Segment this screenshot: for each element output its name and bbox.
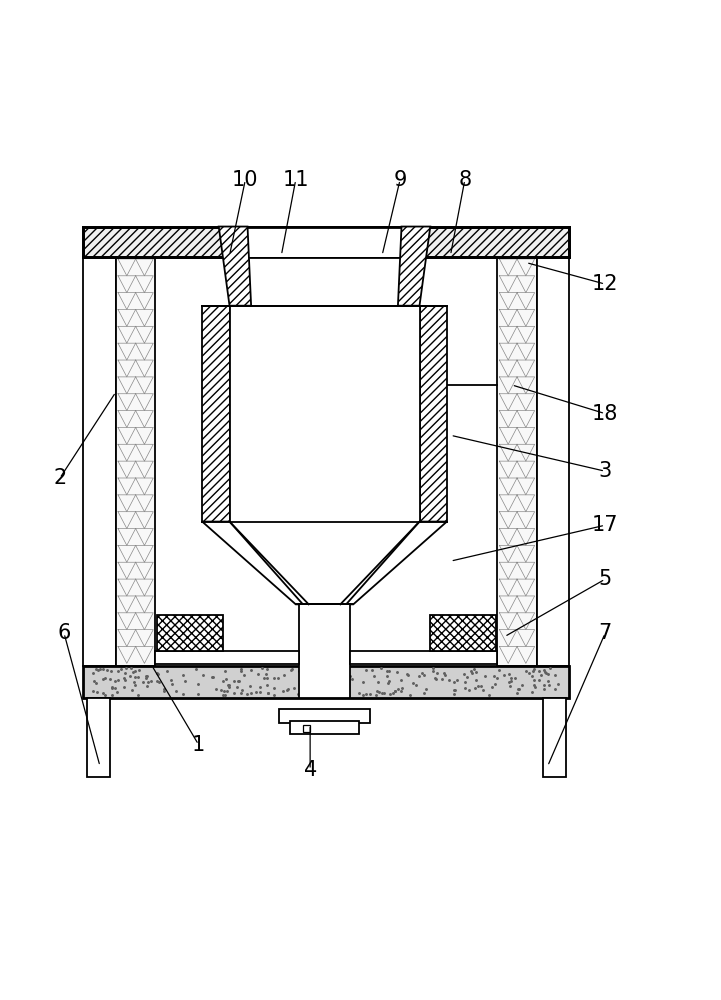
Bar [84,666,569,698]
Text: 6: 6 [58,623,71,643]
Bar [116,257,156,666]
Polygon shape [202,522,303,604]
Bar [87,698,110,777]
Bar [156,651,299,664]
Text: 11: 11 [283,170,309,190]
Bar [279,709,370,723]
Bar [157,615,223,651]
Text: 10: 10 [232,170,259,190]
Text: 5: 5 [598,569,612,589]
Bar [84,257,116,666]
Polygon shape [346,522,447,604]
Bar [299,604,350,698]
Text: 7: 7 [598,623,612,643]
Bar [543,698,565,777]
Polygon shape [398,227,430,306]
Polygon shape [218,227,251,306]
Bar [229,306,420,522]
Bar [290,721,359,734]
Bar [420,306,447,522]
Bar [84,227,569,257]
Text: 18: 18 [592,404,619,424]
Bar [537,257,569,666]
Bar [497,257,537,666]
Text: 4: 4 [304,760,317,780]
Bar [350,651,497,664]
Bar [303,725,310,732]
Text: 2: 2 [53,468,66,488]
Bar [430,615,496,651]
Bar [229,227,420,257]
Text: 12: 12 [592,274,619,294]
Bar [202,306,229,522]
Text: 9: 9 [394,170,407,190]
Text: 17: 17 [592,515,619,535]
Text: 3: 3 [598,461,612,481]
Text: 1: 1 [192,735,205,755]
Text: 8: 8 [459,170,472,190]
